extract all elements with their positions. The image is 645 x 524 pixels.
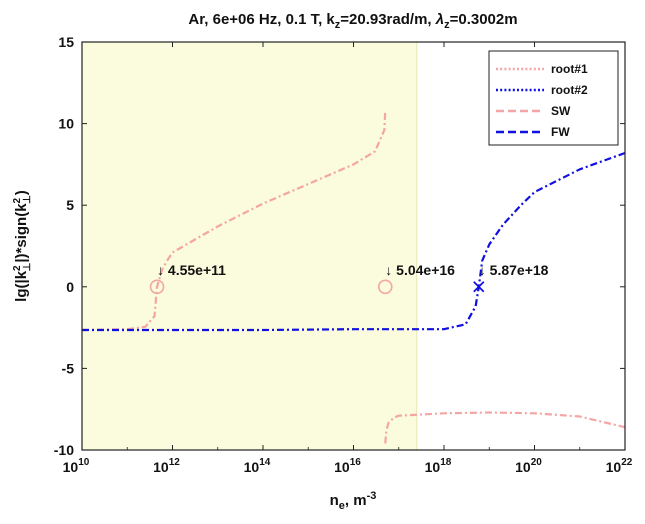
y-tick-label: 0 xyxy=(66,279,74,295)
x-tick-label: 1022 xyxy=(606,457,633,475)
x-tick-label: 1018 xyxy=(425,457,452,475)
annotation-label: ↓ 5.04e+16 xyxy=(385,262,455,278)
series-sw-line-1 xyxy=(82,110,387,332)
annotation-label: ↓ 5.87e+18 xyxy=(479,262,549,278)
chart-title: Ar, 6e+06 Hz, 0.1 T, kz=20.93rad/m, λz=0… xyxy=(188,11,517,31)
x-tick-label: 1020 xyxy=(515,457,542,475)
annotation-label: ↓ 4.55e+11 xyxy=(157,262,226,278)
legend-label-fw: FW xyxy=(551,125,570,139)
x-tick-label: 1010 xyxy=(63,457,90,475)
series-sw-line-2 xyxy=(384,411,625,444)
legend-label-root1: root#1 xyxy=(551,62,588,76)
y-tick-label: -10 xyxy=(54,442,74,458)
shaded-region xyxy=(82,42,417,450)
x-tick-label: 1016 xyxy=(334,457,361,475)
y-tick-label: 10 xyxy=(58,116,74,132)
y-tick-label: 5 xyxy=(66,197,74,213)
legend-label-sw: SW xyxy=(551,104,571,118)
legend: root#1 root#2 SW FW xyxy=(488,50,619,146)
legend-box xyxy=(488,50,619,146)
y-axis-label: lg(|k2⊥|)*sign(k2⊥) xyxy=(12,190,33,302)
x-axis-label: ne, m-3 xyxy=(330,490,377,512)
x-tick-label: 1012 xyxy=(153,457,180,475)
annotation-circle-marker xyxy=(149,279,165,295)
annotation-circle-marker xyxy=(377,279,393,295)
y-tick-label: 15 xyxy=(58,34,74,50)
y-tick-label: -5 xyxy=(62,360,75,376)
legend-label-root2: root#2 xyxy=(551,83,588,97)
series-fw-line-1 xyxy=(82,151,625,332)
x-tick-label: 1014 xyxy=(244,457,271,475)
annotation-x-marker-b xyxy=(473,281,485,293)
